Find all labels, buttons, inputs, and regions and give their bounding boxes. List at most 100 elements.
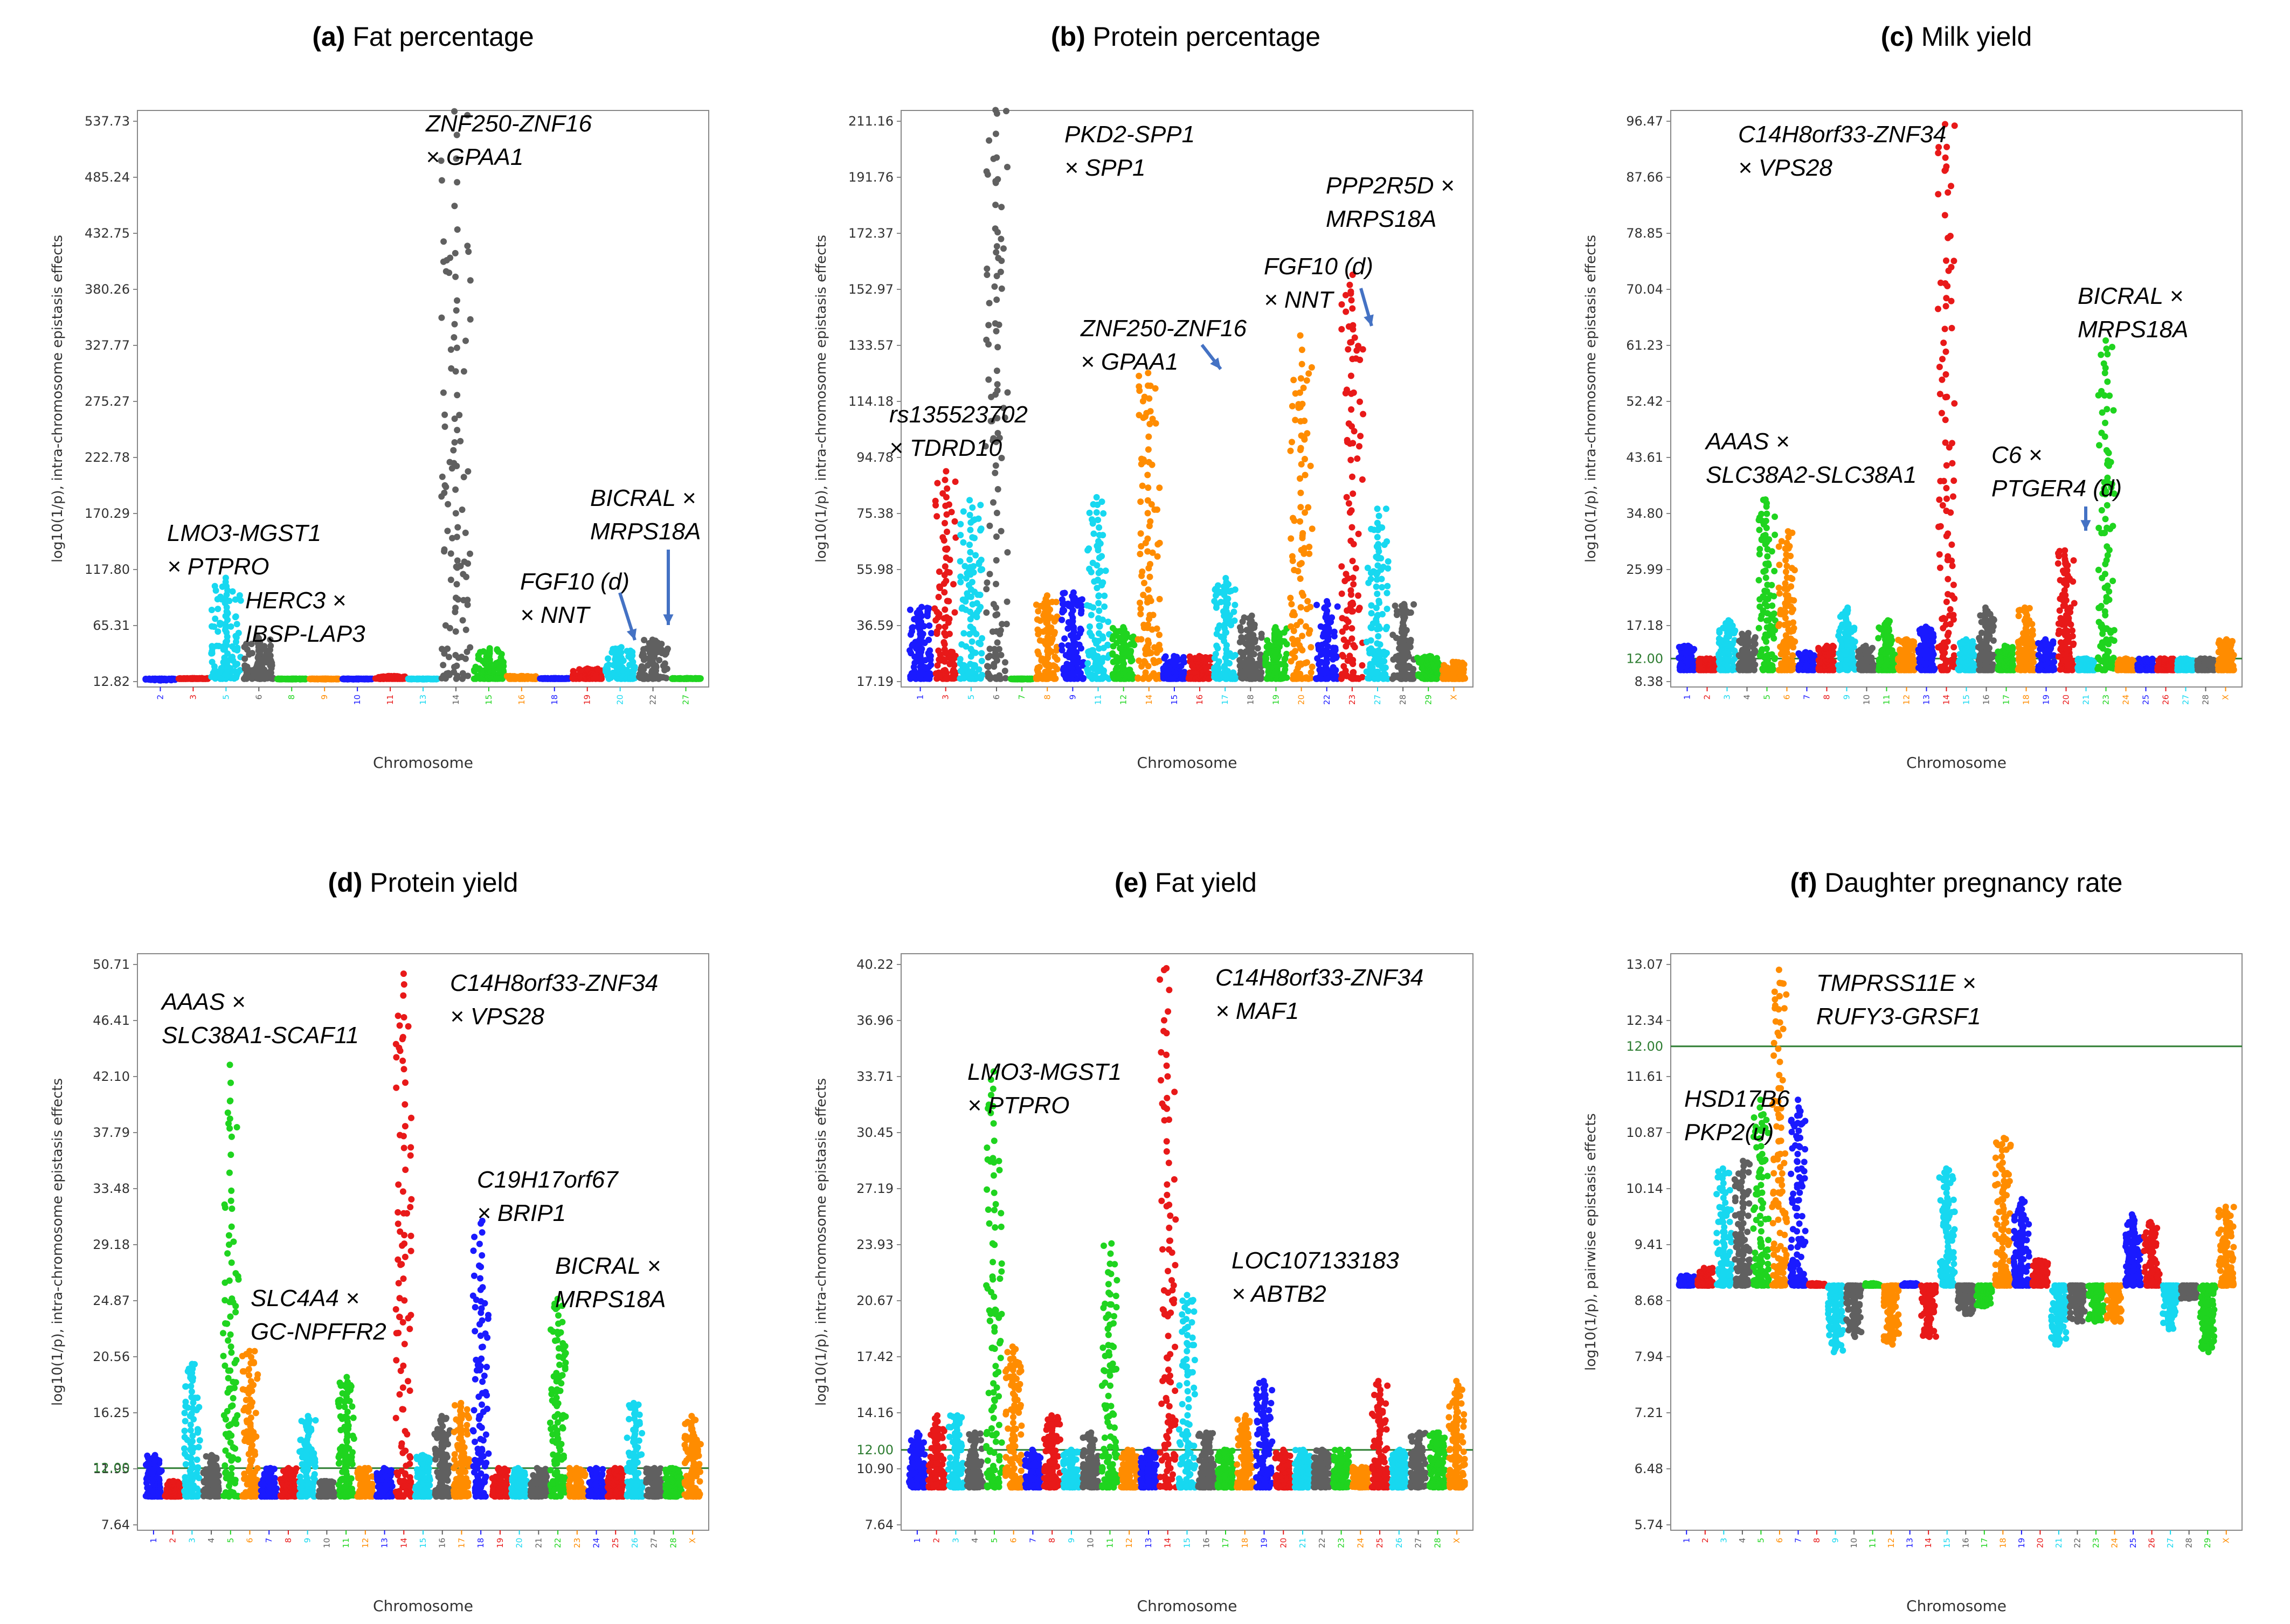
data-point (1375, 555, 1381, 562)
y-tick-label: 25.99 (1626, 562, 1663, 577)
data-point (1348, 591, 1354, 598)
data-point (1272, 624, 1279, 631)
data-point (1305, 504, 1312, 511)
data-point (1343, 624, 1350, 631)
data-point (1385, 565, 1392, 572)
data-point (957, 558, 964, 565)
data-point (943, 468, 950, 475)
data-point (1134, 636, 1141, 643)
data-point (994, 657, 1000, 664)
data-point (451, 334, 458, 341)
x-tick-label: 15 (484, 695, 494, 705)
data-point (453, 462, 460, 469)
data-point (936, 656, 943, 663)
data-point (1095, 600, 1102, 607)
data-point (975, 640, 982, 647)
data-point (1004, 389, 1011, 396)
y-tick-label: 152.97 (848, 282, 894, 297)
chromosome-9-points (306, 675, 342, 683)
data-point (992, 225, 999, 232)
data-point (1401, 601, 1408, 608)
data-point (1332, 647, 1339, 654)
data-point (1375, 541, 1382, 547)
data-point (1100, 510, 1107, 517)
data-point (1291, 517, 1298, 524)
data-point (1213, 604, 1220, 611)
data-point (385, 672, 392, 679)
data-point (452, 249, 459, 256)
data-point (986, 137, 993, 144)
data-point (454, 297, 460, 304)
data-point (1156, 595, 1163, 602)
chromosome-3-points (175, 675, 211, 682)
data-point (968, 668, 976, 675)
y-tick-label: 36.59 (856, 618, 894, 633)
data-point (1350, 322, 1357, 329)
data-point (992, 202, 999, 209)
data-point (1340, 663, 1347, 670)
data-point (1299, 532, 1306, 539)
data-point (1338, 590, 1345, 597)
data-point (462, 655, 469, 662)
data-point (1306, 544, 1313, 550)
data-point (1297, 489, 1304, 496)
data-point (1383, 623, 1390, 630)
data-point (496, 664, 503, 671)
data-point (993, 273, 1000, 280)
annotation: BICRAL × MRPS18A (590, 485, 701, 545)
data-point (262, 674, 269, 681)
data-point (1120, 624, 1127, 631)
data-point (309, 676, 315, 683)
data-point (1331, 633, 1338, 640)
data-point (1053, 647, 1060, 654)
chromosome-3-points (1715, 617, 1739, 674)
data-point (942, 667, 949, 674)
data-point (279, 676, 286, 683)
x-tick-label: 16 (1195, 695, 1205, 705)
data-point (460, 596, 467, 603)
data-point (441, 482, 448, 489)
data-point (1110, 633, 1117, 640)
data-point (977, 527, 984, 534)
data-point (452, 368, 459, 375)
data-point (1035, 672, 1042, 679)
data-point (662, 675, 669, 682)
data-point (213, 642, 220, 649)
data-point (993, 510, 1000, 516)
data-point (998, 235, 1005, 242)
x-tick-label: 19 (583, 695, 592, 705)
data-point (983, 586, 990, 593)
data-point (966, 556, 973, 563)
data-point (1375, 512, 1382, 519)
chromosome-13-points (405, 675, 441, 683)
data-point (462, 529, 469, 536)
data-point (189, 675, 195, 682)
annotation: ZNF250-ZNF16 × GPAA1 (425, 110, 592, 170)
annotation-line: FGF10 (d) (1264, 253, 1373, 280)
data-point (637, 675, 644, 681)
data-point (1095, 570, 1102, 577)
data-point (1297, 375, 1304, 382)
chromosome-17-points (1211, 575, 1240, 682)
data-point (1305, 675, 1312, 682)
data-point (1290, 627, 1297, 634)
data-point (928, 662, 935, 668)
x-tick-label: 17 (1220, 695, 1230, 705)
data-point (1212, 650, 1219, 657)
data-point (1308, 364, 1315, 371)
data-point (1389, 631, 1396, 639)
data-point (992, 130, 999, 137)
data-point (1141, 580, 1147, 586)
data-point (1146, 573, 1153, 580)
y-tick-label: 537.73 (85, 114, 130, 129)
data-point (1367, 637, 1374, 644)
data-point (649, 636, 656, 643)
annotation: rs135523702 × TDRD10 (889, 401, 1028, 461)
data-point (453, 662, 460, 669)
panel-a: (a) Fat percentage12.8265.31117.80170.29… (50, 22, 709, 772)
x-tick-label: 16 (517, 695, 527, 705)
data-point (1096, 622, 1103, 629)
data-point (394, 673, 401, 680)
data-point (910, 672, 917, 679)
